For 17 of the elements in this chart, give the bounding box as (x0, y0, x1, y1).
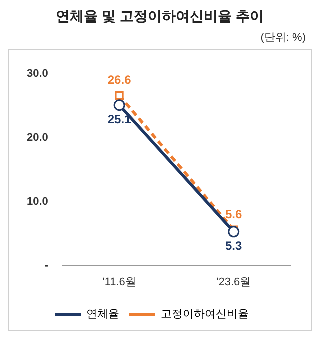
y-tick-label: 10.0 (26, 196, 48, 208)
chart-title: 연체율 및 고정이하여신비율 추이 (55, 8, 265, 26)
y-tick-label: - (44, 260, 49, 272)
text: (단위: %) (260, 31, 306, 45)
data-label: 26.6 (108, 73, 132, 88)
data-label: 25.1 (108, 112, 132, 127)
point (114, 100, 126, 112)
data-label: 5.3 (226, 239, 243, 254)
y-tick-label: 30.0 (26, 68, 48, 80)
legend-label: 연체율 (86, 308, 120, 321)
point (115, 91, 124, 100)
x-tick-label: '11.6월 (102, 276, 136, 288)
legend-label: 고정이하여신비율 (161, 308, 249, 321)
x-tick-label: '23.6월 (216, 276, 252, 288)
y-tick-label: 20.0 (26, 132, 48, 144)
data-label: 5.6 (226, 207, 243, 222)
point (228, 226, 240, 238)
